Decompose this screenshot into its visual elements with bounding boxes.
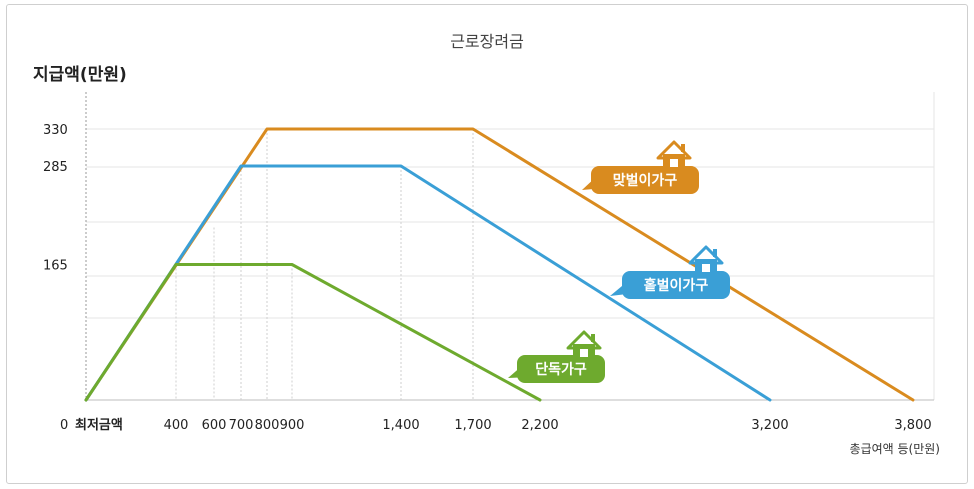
chart-frame [6, 4, 968, 484]
y-axis-label: 지급액(만원) [33, 65, 127, 85]
x-tick-label: 3,800 [894, 418, 931, 433]
house-icon [670, 159, 678, 167]
x-tick-label: 600 [202, 418, 227, 433]
series-badge [622, 271, 730, 299]
y-tick-label: 330 [43, 123, 68, 138]
x-tick-label: 2,200 [521, 418, 558, 433]
series-label: 홑벌이가구 [644, 277, 709, 294]
x-tick-label: 1,700 [454, 418, 491, 433]
x-tick-label: 700 [229, 418, 254, 433]
x-tick-label: 1,400 [382, 418, 419, 433]
series-badge [517, 355, 605, 383]
x-tick-label: 900 [280, 418, 305, 433]
house-icon [702, 264, 710, 272]
house-icon [580, 349, 588, 357]
house-icon [591, 334, 595, 342]
series-label: 단독가구 [535, 361, 587, 378]
x-tick-label: 최저금액 [75, 418, 123, 433]
x-tick-label: 800 [255, 418, 280, 433]
house-icon [713, 249, 717, 257]
x-tick-label: 3,200 [751, 418, 788, 433]
y-tick-label: 165 [43, 259, 68, 274]
y-tick-label: 0 [60, 418, 68, 433]
x-tick-label: 400 [164, 418, 189, 433]
series-badge [591, 166, 699, 194]
series-line-3 [84, 263, 542, 402]
x-axis-label: 총급여액 등(만원) [849, 442, 940, 456]
y-tick-label: 285 [43, 160, 68, 175]
chart-title: 근로장려금 [450, 32, 524, 51]
series-label: 맞벌이가구 [613, 172, 678, 189]
house-icon [681, 144, 685, 152]
